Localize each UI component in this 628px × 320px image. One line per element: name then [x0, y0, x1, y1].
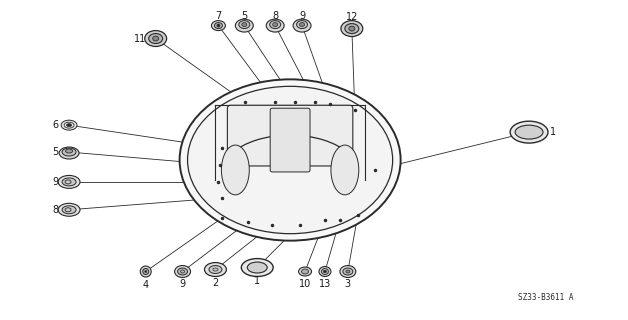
Ellipse shape — [214, 23, 222, 28]
Ellipse shape — [510, 121, 548, 143]
Ellipse shape — [241, 259, 273, 276]
Text: 11: 11 — [134, 34, 146, 44]
Ellipse shape — [239, 20, 250, 28]
Text: 5: 5 — [52, 147, 58, 157]
Ellipse shape — [345, 24, 359, 34]
Text: 4: 4 — [143, 280, 149, 291]
Ellipse shape — [65, 149, 73, 153]
Ellipse shape — [144, 31, 166, 46]
Text: 9: 9 — [299, 11, 305, 20]
Ellipse shape — [59, 147, 79, 159]
Text: 1: 1 — [254, 276, 261, 286]
Ellipse shape — [301, 269, 308, 274]
Ellipse shape — [319, 267, 331, 276]
Ellipse shape — [266, 19, 284, 32]
Ellipse shape — [58, 203, 80, 216]
Ellipse shape — [247, 262, 267, 273]
Text: 5: 5 — [241, 11, 247, 20]
Ellipse shape — [340, 266, 356, 277]
Ellipse shape — [236, 19, 253, 32]
Ellipse shape — [62, 148, 76, 156]
Ellipse shape — [178, 268, 188, 275]
Ellipse shape — [346, 270, 350, 273]
Ellipse shape — [269, 20, 281, 28]
Text: 2: 2 — [212, 278, 219, 288]
Ellipse shape — [62, 206, 76, 214]
Ellipse shape — [222, 145, 249, 195]
Ellipse shape — [331, 145, 359, 195]
Ellipse shape — [217, 24, 220, 27]
Text: 9: 9 — [180, 279, 186, 290]
Ellipse shape — [143, 268, 149, 275]
Ellipse shape — [296, 20, 308, 28]
Text: 3: 3 — [345, 279, 351, 290]
Ellipse shape — [180, 79, 401, 241]
Ellipse shape — [140, 266, 151, 277]
Ellipse shape — [273, 23, 278, 27]
Ellipse shape — [242, 23, 247, 27]
Text: 10: 10 — [299, 279, 311, 290]
Text: 8: 8 — [272, 11, 278, 20]
Ellipse shape — [153, 36, 159, 41]
Ellipse shape — [343, 268, 353, 275]
Ellipse shape — [175, 266, 190, 277]
Text: 8: 8 — [52, 205, 58, 215]
Ellipse shape — [58, 175, 80, 188]
Text: 9: 9 — [52, 177, 58, 187]
Ellipse shape — [209, 266, 222, 274]
Ellipse shape — [323, 270, 327, 273]
Text: 1: 1 — [550, 127, 556, 137]
FancyBboxPatch shape — [270, 108, 310, 172]
Ellipse shape — [341, 20, 363, 36]
Text: 7: 7 — [215, 11, 222, 20]
Ellipse shape — [61, 120, 77, 130]
Ellipse shape — [349, 26, 355, 31]
Text: SZ33-B3611 A: SZ33-B3611 A — [518, 293, 574, 302]
Ellipse shape — [212, 20, 225, 31]
Ellipse shape — [298, 267, 311, 276]
Ellipse shape — [149, 34, 163, 44]
Ellipse shape — [300, 23, 305, 27]
Ellipse shape — [205, 262, 226, 276]
Text: 6: 6 — [52, 120, 58, 130]
Text: 12: 12 — [345, 12, 358, 22]
Ellipse shape — [293, 19, 311, 32]
Ellipse shape — [515, 125, 543, 139]
FancyBboxPatch shape — [227, 105, 353, 166]
Ellipse shape — [144, 270, 147, 273]
Ellipse shape — [62, 178, 76, 186]
Text: 13: 13 — [319, 279, 331, 290]
Ellipse shape — [188, 86, 392, 234]
Ellipse shape — [67, 124, 72, 127]
Ellipse shape — [322, 268, 328, 275]
